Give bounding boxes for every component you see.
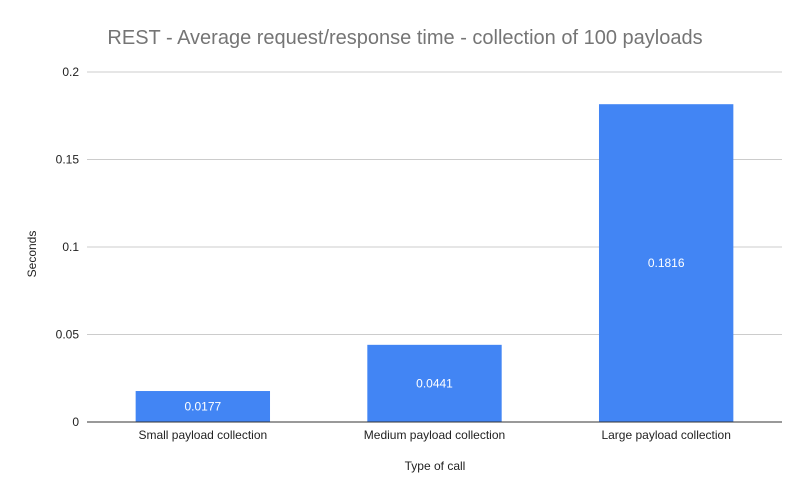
bar (598, 104, 734, 422)
y-tick-label: 0.1 (62, 240, 79, 254)
x-tick-label: Small payload collection (138, 428, 267, 442)
y-tick-label: 0.2 (62, 65, 79, 79)
y-tick-label: 0.15 (56, 153, 80, 167)
x-axis-ticks: Small payload collection Medium payload c… (138, 428, 730, 442)
chart-title: REST - Average request/response time - c… (107, 27, 702, 49)
x-tick-label: Large payload collection (601, 428, 730, 442)
bar (135, 391, 271, 422)
y-tick-label: 0 (72, 415, 79, 429)
y-axis-ticks: 0 0.05 0.1 0.15 0.2 (56, 65, 80, 429)
bar-value-label: 0.1816 (648, 256, 685, 270)
bar-value-label: 0.0177 (184, 400, 221, 414)
y-axis-title: Seconds (25, 231, 39, 278)
bar-value-label: 0.0441 (416, 376, 453, 390)
x-axis-title: Type of call (405, 459, 466, 473)
x-tick-label: Medium payload collection (364, 428, 505, 442)
y-tick-label: 0.05 (56, 328, 80, 342)
bars: 0.0177 0.0441 0.1816 (135, 104, 734, 422)
bar (367, 344, 502, 422)
